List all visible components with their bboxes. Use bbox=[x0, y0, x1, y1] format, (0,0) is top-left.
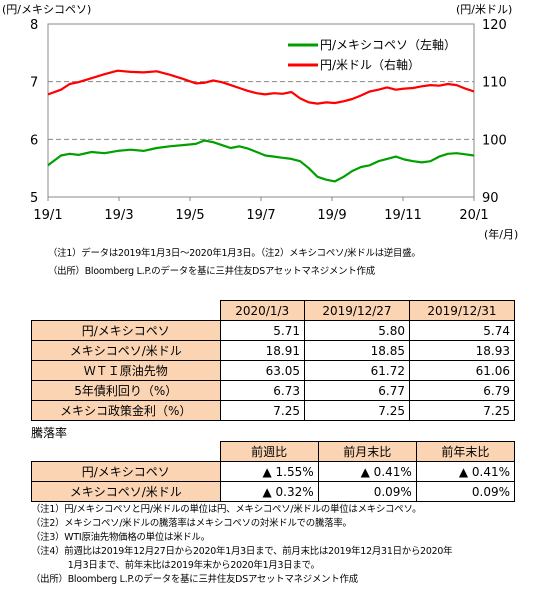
table-row: メキシコペソ/米ドル 18.91 18.85 18.93 bbox=[31, 340, 516, 361]
cell: ▲ 0.32% bbox=[219, 481, 319, 502]
x-tick-label: 19/7 bbox=[246, 208, 275, 223]
x-tick-label: 19/9 bbox=[317, 208, 346, 223]
legend-label-mxn: 円/メキシコペソ（左軸） bbox=[320, 37, 456, 52]
cell: 5.80 bbox=[303, 320, 410, 341]
cell: 18.93 bbox=[408, 340, 516, 361]
row-label: ＷＴＩ原油先物 bbox=[31, 360, 221, 381]
table-row: メキシコ政策金利（%） 7.25 7.25 7.25 bbox=[31, 400, 516, 421]
cell: 61.06 bbox=[408, 360, 516, 381]
chart-source: （出所）Bloomberg L.P.のデータを基に三井住友DSアセットマネジメン… bbox=[48, 266, 375, 277]
header-date-1: 2020/1/3 bbox=[219, 300, 305, 321]
row-label: 5年債利回り（%） bbox=[31, 380, 221, 401]
change-table: 前週比 前月末比 前年末比 円/メキシコペソ ▲ 1.55% ▲ 0.41% ▲… bbox=[31, 441, 516, 502]
left-tick-label: 8 bbox=[30, 18, 38, 33]
row-label: 円/メキシコペソ bbox=[31, 320, 221, 341]
right-axis-unit: (円/米ドル) bbox=[456, 3, 512, 16]
x-tick-label: 19/11 bbox=[384, 208, 421, 223]
footnote-1: （注1）円/メキシコペソと円/米ドルの単位は円、メキシコペソ/米ドルの単位はメキ… bbox=[31, 504, 422, 515]
cell: 18.91 bbox=[219, 340, 305, 361]
x-tick-label: 19/5 bbox=[175, 208, 204, 223]
fx-line-chart: (円/メキシコペソ) (円/米ドル) 8 7 6 5 120 110 100 90 19/1… bbox=[2, 3, 518, 241]
row-label: メキシコペソ/米ドル bbox=[31, 481, 221, 502]
left-tick-label: 5 bbox=[30, 191, 38, 206]
cell: 7.25 bbox=[408, 400, 516, 421]
cell: 7.25 bbox=[303, 400, 410, 421]
change-table-header: 前週比 前月末比 前年末比 bbox=[31, 441, 516, 462]
right-tick-label: 90 bbox=[482, 191, 499, 206]
table-row: 円/メキシコペソ 5.71 5.80 5.74 bbox=[31, 320, 516, 341]
cell: 63.05 bbox=[219, 360, 305, 381]
cell: 61.72 bbox=[303, 360, 410, 381]
cell: 5.71 bbox=[219, 320, 305, 341]
legend: 円/メキシコペソ（左軸） 円/米ドル（右軸） bbox=[288, 37, 456, 72]
cell: ▲ 1.55% bbox=[219, 461, 319, 482]
cell: ▲ 0.41% bbox=[415, 461, 516, 482]
footnote-source: （出所）Bloomberg L.P.のデータを基に三井住友DSアセットマネジメン… bbox=[31, 574, 358, 585]
cell: 6.73 bbox=[219, 380, 305, 401]
footnote-2: （注2）メキシコペソ/米ドルの騰落率はメキシコペソの対米ドルでの騰落率。 bbox=[31, 518, 352, 529]
cell: 18.85 bbox=[303, 340, 410, 361]
cell: 0.09% bbox=[317, 481, 417, 502]
table-row: 円/メキシコペソ ▲ 1.55% ▲ 0.41% ▲ 0.41% bbox=[31, 461, 516, 482]
series-lines bbox=[47, 69, 475, 183]
cell: 7.25 bbox=[219, 400, 305, 421]
market-table-header: 2020/1/3 2019/12/27 2019/12/31 bbox=[31, 300, 516, 321]
table-row: メキシコペソ/米ドル ▲ 0.32% 0.09% 0.09% bbox=[31, 481, 516, 502]
series-line-usd-jpy bbox=[47, 69, 475, 105]
right-axis-ticks: 120 110 100 90 bbox=[482, 18, 507, 206]
row-label: メキシコ政策金利（%） bbox=[31, 400, 221, 421]
change-rate-label: 騰落率 bbox=[31, 426, 68, 440]
x-tick-label: 20/1 bbox=[459, 208, 488, 223]
header-date-2: 2019/12/27 bbox=[303, 300, 410, 321]
footnote-4: （注4）前週比は2019年12月27日から2020年1月3日まで、前月末比は20… bbox=[31, 546, 453, 557]
table-row: 5年債利回り（%） 6.73 6.77 6.79 bbox=[31, 380, 516, 401]
right-tick-label: 110 bbox=[482, 76, 507, 91]
header-yearly: 前年末比 bbox=[415, 441, 516, 462]
header-monthly: 前月末比 bbox=[317, 441, 417, 462]
header-blank bbox=[31, 441, 221, 462]
cell: 6.79 bbox=[408, 380, 516, 401]
plot-area bbox=[47, 23, 475, 198]
cell: ▲ 0.41% bbox=[317, 461, 417, 482]
header-date-3: 2019/12/31 bbox=[408, 300, 516, 321]
left-axis-unit: (円/メキシコペソ) bbox=[2, 3, 91, 16]
row-label: 円/メキシコペソ bbox=[31, 461, 221, 482]
footnote-4-cont: 1月3日まで、前年末比は2019年末から2020年1月3日まで。 bbox=[31, 560, 320, 571]
footnote-3: （注3）WTI原油先物価格の単位は米ドル。 bbox=[31, 532, 210, 543]
x-axis-ticks: 19/1 19/3 19/5 19/7 19/9 19/11 20/1 bbox=[33, 197, 489, 223]
market-table: 2020/1/3 2019/12/27 2019/12/31 円/メキシコペソ … bbox=[31, 300, 516, 421]
right-tick-label: 120 bbox=[482, 18, 507, 33]
cell: 5.74 bbox=[408, 320, 516, 341]
left-axis-ticks: 8 7 6 5 bbox=[30, 18, 38, 206]
left-tick-label: 7 bbox=[30, 76, 38, 91]
cell: 6.77 bbox=[303, 380, 410, 401]
row-label: メキシコペソ/米ドル bbox=[31, 340, 221, 361]
table-row: ＷＴＩ原油先物 63.05 61.72 61.06 bbox=[31, 360, 516, 381]
gridlines bbox=[48, 81, 474, 140]
cell: 0.09% bbox=[415, 481, 516, 502]
series-line-mxn-jpy bbox=[47, 139, 475, 183]
x-axis-unit: (年/月) bbox=[484, 227, 518, 241]
chart-note-1: （注1）データは2019年1月3日～2020年1月3日。（注2）メキシコペソ/米… bbox=[48, 248, 421, 259]
x-tick-label: 19/3 bbox=[104, 208, 133, 223]
left-tick-label: 6 bbox=[30, 133, 38, 148]
header-weekly: 前週比 bbox=[219, 441, 319, 462]
right-tick-label: 100 bbox=[482, 133, 507, 148]
x-tick-label: 19/1 bbox=[33, 208, 62, 223]
header-blank bbox=[31, 300, 221, 321]
legend-label-usd: 円/米ドル（右軸） bbox=[320, 57, 420, 72]
